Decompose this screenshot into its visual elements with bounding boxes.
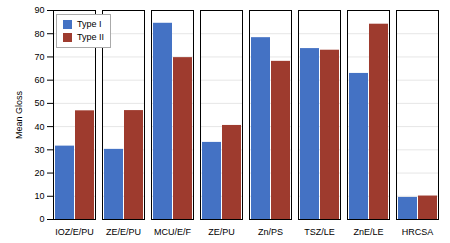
svg-text:Zn/PS: Zn/PS	[258, 227, 283, 237]
svg-text:60: 60	[34, 75, 44, 85]
svg-text:30: 30	[34, 145, 44, 155]
html-text:Type II: Type II	[77, 32, 104, 42]
svg-text:ZE/E/PU: ZE/E/PU	[106, 227, 141, 237]
svg-text:10: 10	[34, 191, 44, 201]
svg-text:ZE/PU: ZE/PU	[208, 227, 235, 237]
svg-text:50: 50	[34, 98, 44, 108]
svg-text:40: 40	[34, 121, 44, 131]
svg-text:70: 70	[34, 52, 44, 62]
svg-text:90: 90	[34, 5, 44, 15]
svg-text:80: 80	[34, 29, 44, 39]
svg-text:0: 0	[39, 214, 44, 224]
svg-text:20: 20	[34, 168, 44, 178]
svg-text:ZnE/LE: ZnE/LE	[353, 227, 383, 237]
svg-text:IOZ/E/PU: IOZ/E/PU	[55, 227, 94, 237]
svg-text:HRCSA: HRCSA	[402, 227, 434, 237]
html-text:Type I: Type I	[77, 19, 102, 29]
svg-text:MCU/E/F: MCU/E/F	[154, 227, 192, 237]
svg-text:TSZ/LE: TSZ/LE	[304, 227, 335, 237]
svg-text:Mean Gloss: Mean Gloss	[14, 90, 24, 139]
